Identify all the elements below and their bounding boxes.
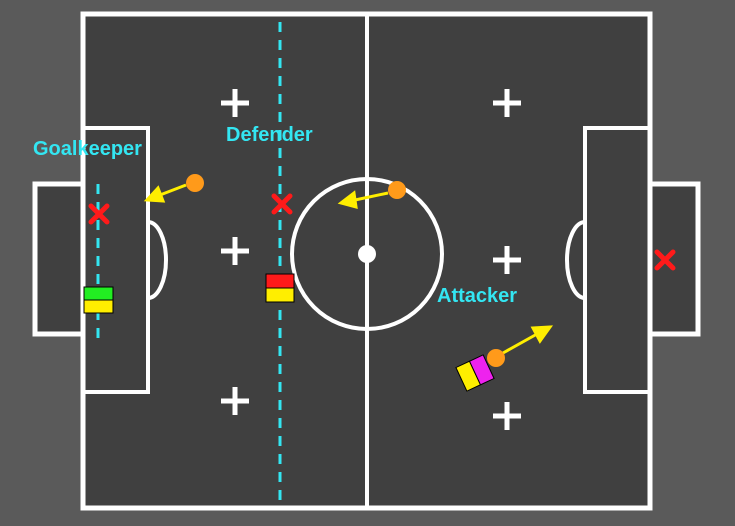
center-circle [290,177,444,331]
attacker-robot [455,354,495,392]
robot-marker-right [468,354,495,386]
field-spots [221,89,521,430]
left-goal [32,181,86,337]
right-penalty-arc [565,220,586,300]
arrow-icon [502,332,538,355]
robot-marker-bottom [83,299,114,314]
ball-icon [388,181,406,199]
spot-plus-icon [493,402,521,430]
spot-plus-icon [221,387,249,415]
arrowhead-icon [143,185,166,203]
defender-robot [265,273,295,303]
defender-label: Defender [226,124,313,146]
goalkeeper-label: Goalkeeper [33,138,142,160]
ball-icon [186,174,204,192]
spot-plus-icon [493,89,521,117]
left-penalty-area [81,126,150,394]
attacker-label: Attacker [437,285,517,307]
goalkeeper-robot [83,286,114,314]
robot-marker-top [83,286,114,301]
direction-arrows [143,183,554,355]
arrow-icon [354,191,389,202]
center-spot [358,245,376,263]
robot-marker-bottom [265,287,295,303]
robot-marker-top [265,273,295,289]
arrowhead-icon [530,325,554,344]
arrowhead-icon [337,190,358,210]
target-x-icon [654,249,676,271]
spot-plus-icon [493,246,521,274]
ball-icon [487,349,505,367]
right-penalty-area [583,126,652,394]
left-penalty-arc [147,220,168,300]
target-x-icon [271,193,293,215]
arrow-icon [159,183,187,197]
target-markers [88,193,676,271]
spot-plus-icon [221,89,249,117]
right-goal [647,181,701,337]
spot-plus-icon [221,237,249,265]
target-x-icon [88,203,110,225]
